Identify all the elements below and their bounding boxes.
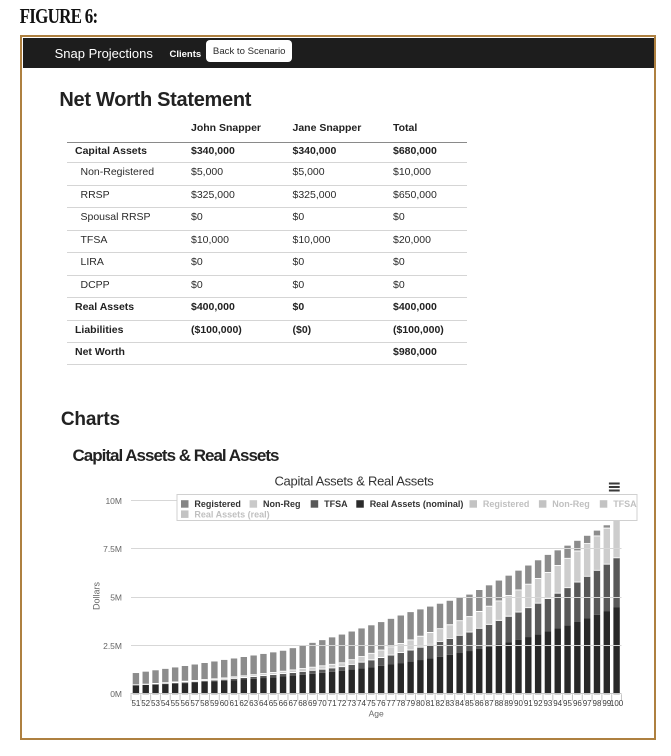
svg-text:95: 95 [563,699,572,708]
svg-text:69: 69 [308,699,317,708]
svg-text:73: 73 [347,699,356,708]
svg-text:85: 85 [465,699,474,708]
svg-text:Age: Age [369,708,384,718]
svg-text:Registered: Registered [194,499,241,509]
svg-text:88: 88 [494,699,503,708]
svg-text:92: 92 [534,699,543,708]
svg-text:98: 98 [593,699,602,708]
svg-text:58: 58 [200,699,209,708]
svg-text:Dollars: Dollars [92,582,102,611]
svg-text:93: 93 [543,699,552,708]
svg-text:80: 80 [416,699,425,708]
svg-text:75: 75 [367,699,376,708]
svg-text:67: 67 [288,699,297,708]
svg-text:62: 62 [239,699,248,708]
svg-text:63: 63 [249,699,258,708]
svg-text:78: 78 [396,699,405,708]
svg-text:89: 89 [504,699,513,708]
svg-text:2.5M: 2.5M [103,641,122,651]
svg-text:Registered: Registered [483,499,530,509]
svg-text:83: 83 [445,699,454,708]
svg-text:91: 91 [524,699,533,708]
svg-text:56: 56 [181,699,190,708]
svg-text:87: 87 [485,699,494,708]
svg-text:70: 70 [318,699,327,708]
svg-text:7.5M: 7.5M [103,544,122,554]
svg-text:68: 68 [298,699,307,708]
svg-text:100: 100 [610,699,624,708]
svg-text:77: 77 [387,699,396,708]
svg-text:97: 97 [583,699,592,708]
svg-text:94: 94 [553,699,562,708]
svg-text:Capital Assets & Real Assets: Capital Assets & Real Assets [274,474,434,489]
svg-text:82: 82 [436,699,445,708]
svg-text:Real Assets (real): Real Assets (real) [194,509,269,519]
svg-text:96: 96 [573,699,582,708]
svg-text:Real Assets (nominal): Real Assets (nominal) [370,499,464,509]
svg-text:60: 60 [220,699,229,708]
svg-text:55: 55 [171,699,180,708]
svg-text:90: 90 [514,699,523,708]
svg-text:84: 84 [455,699,464,708]
svg-text:66: 66 [279,699,288,708]
svg-text:71: 71 [328,699,337,708]
svg-text:51: 51 [131,699,140,708]
svg-text:TFSA: TFSA [324,499,348,509]
svg-text:53: 53 [151,699,160,708]
svg-text:74: 74 [357,699,366,708]
svg-text:54: 54 [161,699,170,708]
svg-text:64: 64 [259,699,268,708]
svg-text:10M: 10M [105,496,122,506]
svg-text:52: 52 [141,699,150,708]
svg-text:59: 59 [210,699,219,708]
svg-text:Non-Reg: Non-Reg [263,499,301,509]
svg-text:99: 99 [602,699,611,708]
svg-text:Non-Reg: Non-Reg [552,499,590,509]
svg-text:72: 72 [337,699,346,708]
svg-text:0M: 0M [110,689,122,699]
svg-text:TFSA: TFSA [613,499,637,509]
svg-text:81: 81 [426,699,435,708]
svg-text:76: 76 [377,699,386,708]
svg-text:65: 65 [269,699,278,708]
svg-text:5M: 5M [110,593,122,603]
svg-text:61: 61 [230,699,239,708]
svg-text:57: 57 [190,699,199,708]
svg-text:86: 86 [475,699,484,708]
svg-text:79: 79 [406,699,415,708]
